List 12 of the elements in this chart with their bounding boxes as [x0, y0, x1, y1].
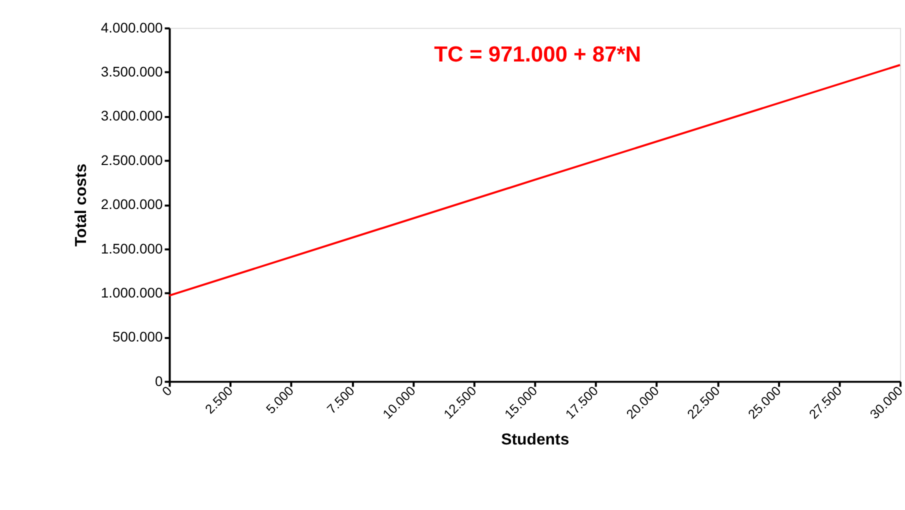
y-tick-label: 2.500.000 [100, 152, 164, 168]
y-tick-label: 500.000 [112, 328, 164, 345]
annotation: TC = 971.000 + 87*N [434, 42, 642, 67]
x-axis-title: Students [501, 432, 570, 449]
y-tick-label: 2.000.000 [100, 196, 164, 212]
y-tick-label: 1.000.000 [100, 284, 164, 300]
y-tick-label: 1.500.000 [100, 240, 164, 256]
y-tick-label: 3.500.000 [100, 64, 164, 80]
y-tick-label: 0 [155, 372, 164, 389]
y-tick-label: 4.000.000 [100, 19, 164, 36]
y-axis-title: Total costs [72, 164, 90, 246]
y-tick-label: 3.000.000 [100, 108, 164, 124]
